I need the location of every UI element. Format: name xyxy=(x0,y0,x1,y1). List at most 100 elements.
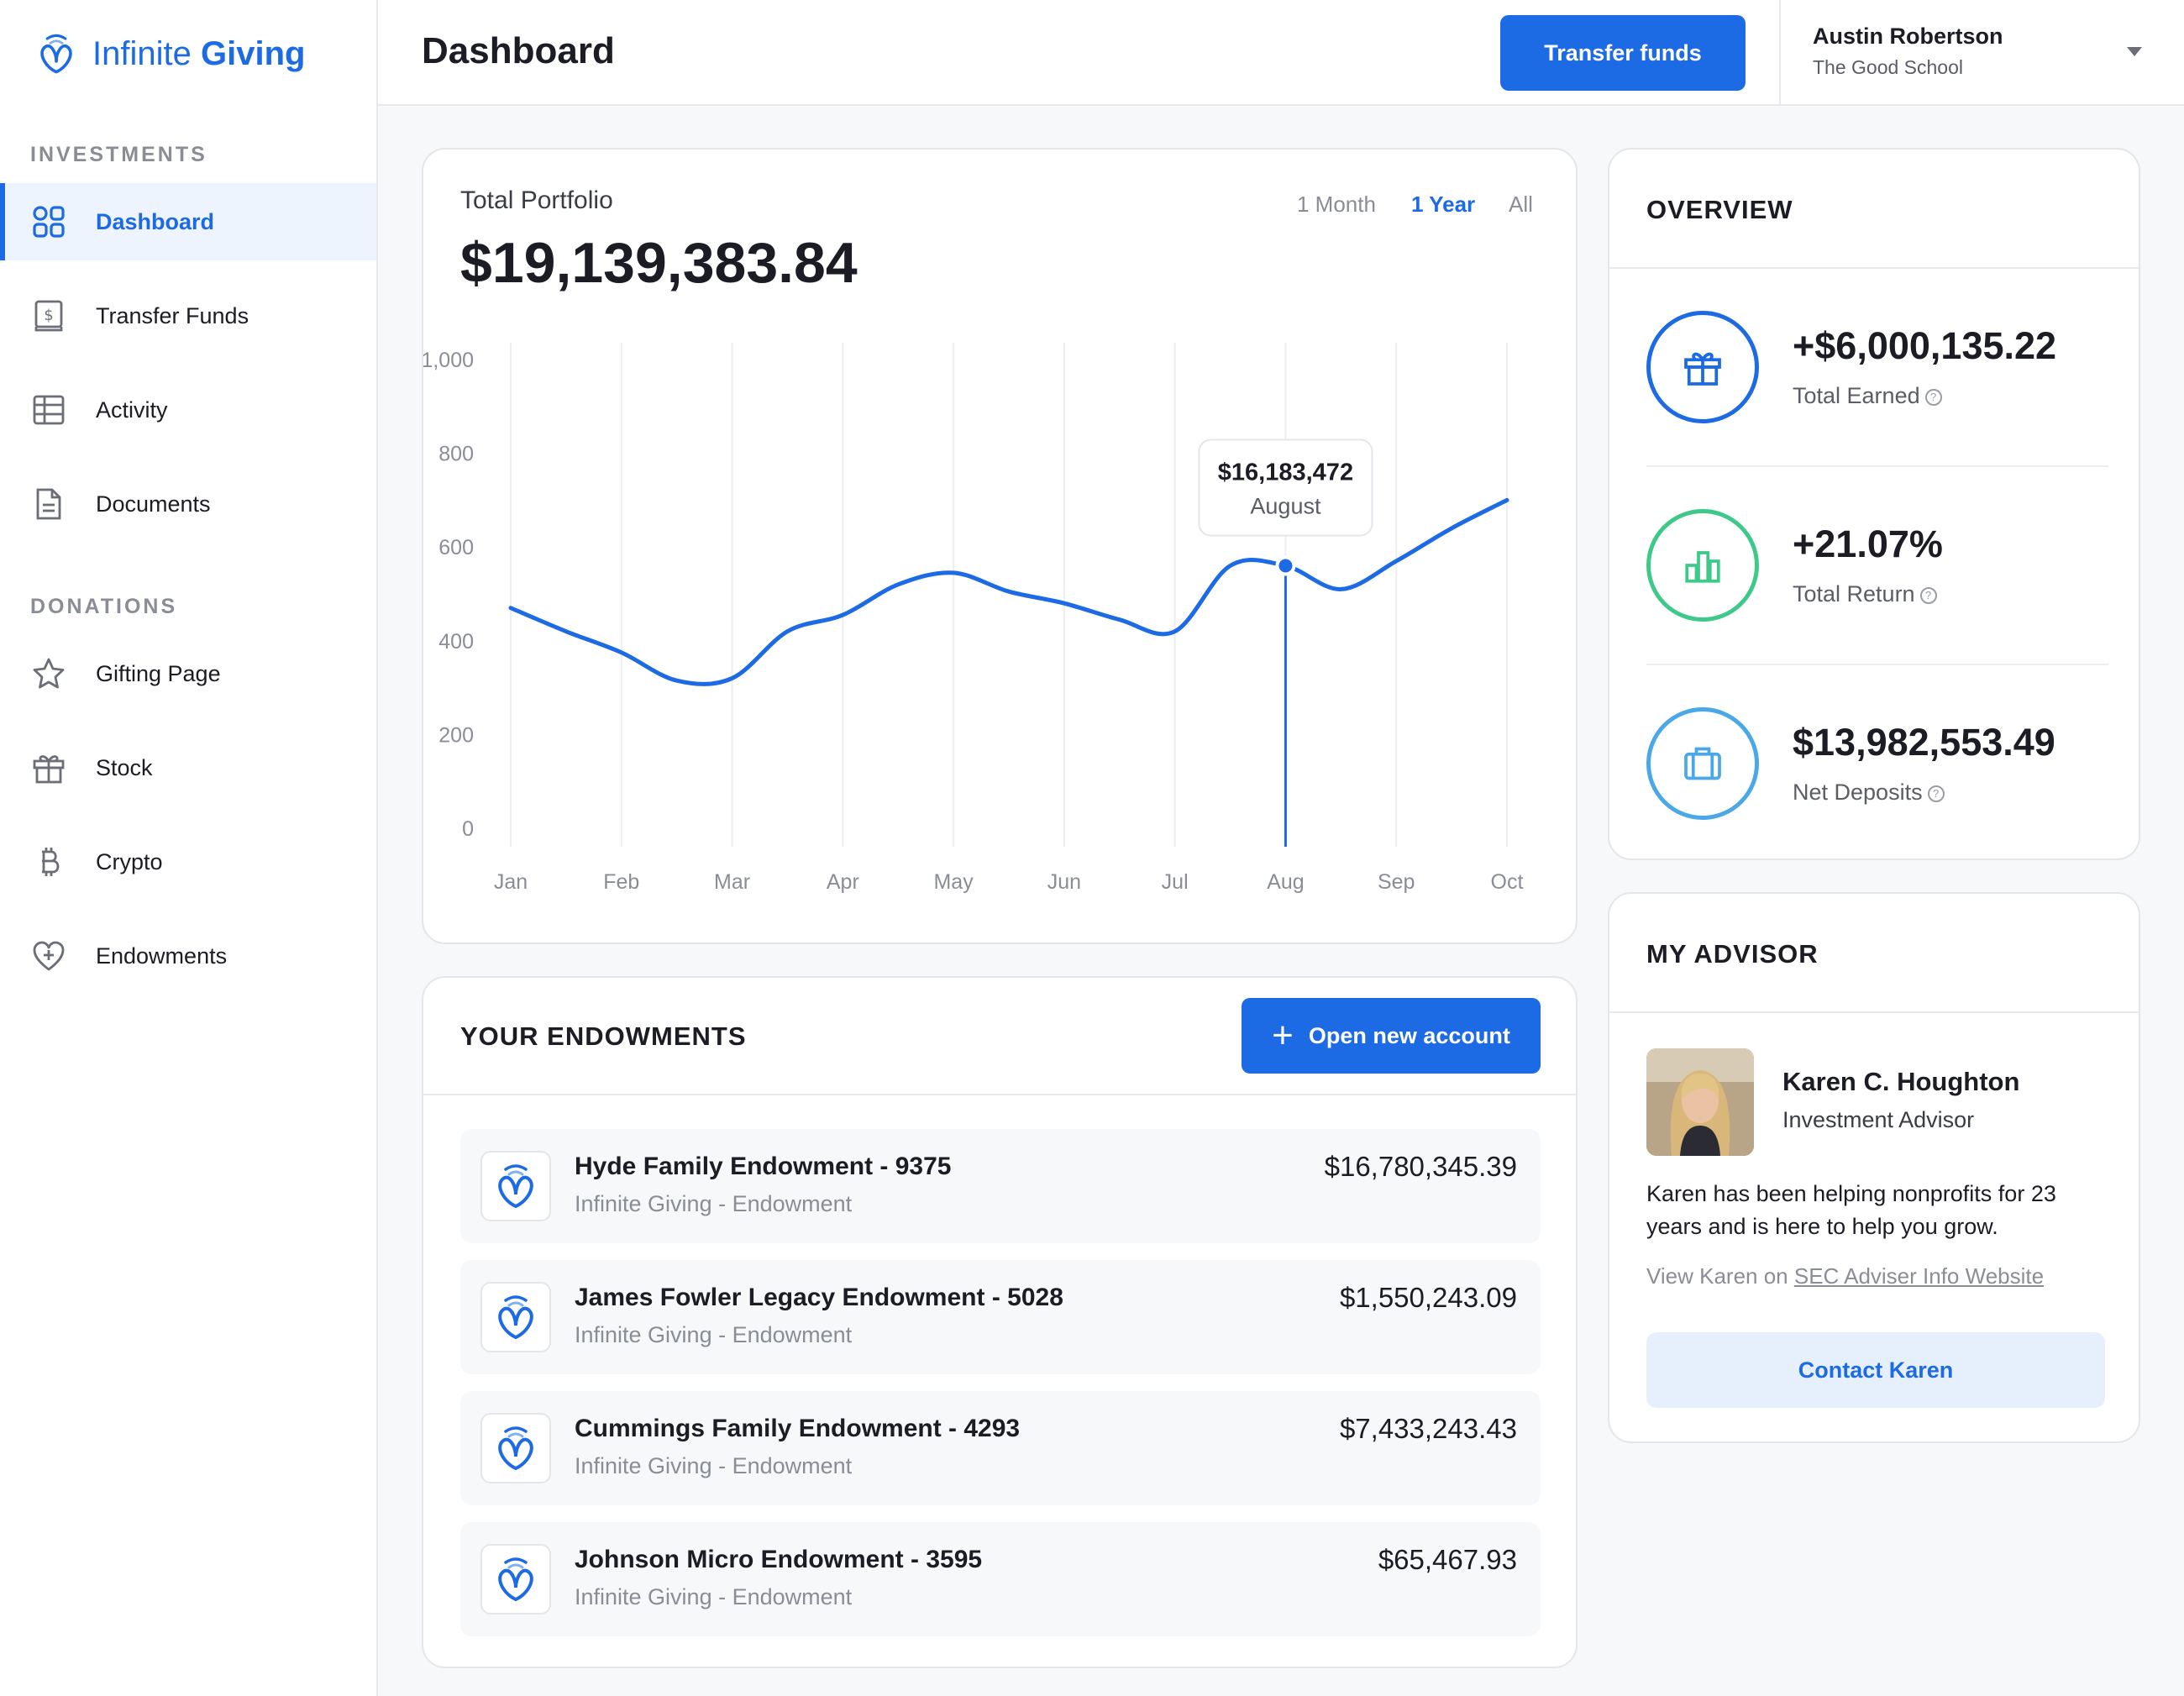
y-tick-label: 800 xyxy=(438,443,474,466)
sidebar-item-label: Stock xyxy=(96,754,153,780)
open-new-account-button[interactable]: + Open new account xyxy=(1242,998,1541,1074)
overview-item-total-earned: +$6,000,135.22 Total Earned? xyxy=(1646,311,2108,428)
page-title: Dashboard xyxy=(422,30,615,71)
x-tick-label: Mar xyxy=(714,870,750,894)
endowment-row[interactable]: Cummings Family Endowment - 4293 Infinit… xyxy=(460,1391,1541,1505)
overview-card: OVERVIEW +$6,000,135.22 Total Earned? +2… xyxy=(1608,148,2140,860)
portfolio-card: Total Portfolio $19,139,383.84 1 Month 1… xyxy=(422,148,1578,944)
x-tick-label: Sep xyxy=(1378,870,1415,894)
transfer-funds-button[interactable]: Transfer funds xyxy=(1500,15,1746,91)
chart-tooltip: $16,183,472 August xyxy=(1198,438,1373,537)
portfolio-value: $19,139,383.84 xyxy=(460,231,858,295)
advisor-name: Karen C. Houghton xyxy=(1782,1067,2020,1096)
user-menu[interactable]: Austin Robertson The Good School xyxy=(1813,24,2003,79)
help-icon[interactable]: ? xyxy=(1919,586,1937,604)
sidebar-item-dashboard[interactable]: Dashboard xyxy=(0,183,376,260)
infinite-giving-logo-icon xyxy=(498,1295,533,1340)
endowment-row[interactable]: Hyde Family Endowment - 9375 Infinite Gi… xyxy=(460,1129,1541,1243)
advisor-sec-line: View Karen on SEC Adviser Info Website xyxy=(1646,1263,2045,1289)
user-organization: The Good School xyxy=(1813,56,1964,78)
x-tick-label: Jun xyxy=(1047,870,1081,894)
briefcase-icon xyxy=(1646,707,1759,820)
bar-chart-icon xyxy=(1646,509,1759,622)
endowment-row[interactable]: Johnson Micro Endowment - 3595 Infinite … xyxy=(460,1522,1541,1636)
gift-icon xyxy=(30,749,67,786)
range-all[interactable]: All xyxy=(1509,192,1533,217)
endowment-subtitle: Infinite Giving - Endowment xyxy=(575,1453,853,1478)
advisor-card: MY ADVISOR Karen C. Houghton Investment … xyxy=(1608,892,2140,1443)
overview-separator xyxy=(1646,664,2108,665)
y-tick-label: 1,000 xyxy=(423,349,474,372)
highlight-point[interactable] xyxy=(1275,555,1296,576)
overview-separator xyxy=(1646,465,2108,467)
advisor-avatar xyxy=(1646,1048,1754,1156)
sidebar-item-crypto[interactable]: Crypto xyxy=(0,823,376,901)
top-header: Dashboard Transfer funds Austin Robertso… xyxy=(378,0,2184,106)
sec-adviser-info-link[interactable]: SEC Adviser Info Website xyxy=(1793,1263,2045,1289)
overview-item-total-return: +21.07% Total Return? xyxy=(1646,509,2108,627)
endowment-row[interactable]: James Fowler Legacy Endowment - 5028 Inf… xyxy=(460,1260,1541,1374)
sidebar-item-label: Transfer Funds xyxy=(96,302,249,328)
sidebar-item-label: Documents xyxy=(96,491,211,517)
endowments-card: YOUR ENDOWMENTS + Open new account Hyde … xyxy=(422,976,1578,1668)
overview-value: +21.07% xyxy=(1793,522,1943,565)
endowment-name: Johnson Micro Endowment - 3595 xyxy=(575,1546,983,1573)
endowment-subtitle: Infinite Giving - Endowment xyxy=(575,1584,853,1609)
bitcoin-icon xyxy=(30,843,67,880)
table-icon xyxy=(30,391,67,428)
endowment-name: Cummings Family Endowment - 4293 xyxy=(575,1415,1021,1442)
sidebar-item-gifting-page[interactable]: Gifting Page xyxy=(0,635,376,712)
document-icon xyxy=(30,486,67,522)
endowment-amount: $16,780,345.39 xyxy=(1324,1151,1517,1182)
y-tick-label: 0 xyxy=(462,817,474,841)
open-new-account-label: Open new account xyxy=(1308,1022,1510,1048)
endowment-name: James Fowler Legacy Endowment - 5028 xyxy=(575,1284,1063,1311)
overview-label: Total Earned? xyxy=(1793,383,1942,409)
plus-icon: + xyxy=(1272,1015,1294,1056)
portfolio-series-line xyxy=(508,497,1509,686)
sidebar-item-documents[interactable]: Documents xyxy=(0,465,376,543)
user-name: Austin Robertson xyxy=(1813,24,2003,49)
infinite-giving-logo-icon xyxy=(498,1557,533,1602)
sidebar-item-endowments[interactable]: Endowments xyxy=(0,917,376,995)
help-icon[interactable]: ? xyxy=(1927,785,1945,802)
endowments-title: YOUR ENDOWMENTS xyxy=(460,1021,747,1051)
sidebar-item-activity[interactable]: Activity xyxy=(0,371,376,449)
endowment-logo xyxy=(480,1544,551,1615)
dollar-doc-icon: $ xyxy=(30,297,67,334)
x-tick-label: Jan xyxy=(494,870,528,894)
help-icon[interactable]: ? xyxy=(1924,388,1942,406)
overview-title: OVERVIEW xyxy=(1646,195,1793,224)
sidebar: Infinite Giving INVESTMENTS Dashboard $ … xyxy=(0,0,378,1696)
endowment-name: Hyde Family Endowment - 9375 xyxy=(575,1153,952,1180)
sidebar-item-label: Activity xyxy=(96,396,168,423)
endowment-logo xyxy=(480,1413,551,1483)
infinite-giving-logo-icon xyxy=(40,34,72,74)
brand-logo[interactable]: Infinite Giving xyxy=(34,29,305,79)
sidebar-item-label: Gifting Page xyxy=(96,660,221,686)
card-divider xyxy=(423,1094,1576,1095)
chevron-down-icon[interactable] xyxy=(2127,47,2142,56)
heart-plus-icon xyxy=(30,937,67,974)
svg-text:$: $ xyxy=(44,307,53,324)
range-1-year[interactable]: 1 Year xyxy=(1411,192,1476,217)
y-tick-label: 600 xyxy=(438,536,474,559)
x-tick-label: Feb xyxy=(603,870,639,894)
advisor-bio: Karen has been helping nonprofits for 23… xyxy=(1646,1181,2056,1239)
range-1-month[interactable]: 1 Month xyxy=(1297,192,1376,217)
sidebar-item-label: Endowments xyxy=(96,943,228,969)
sidebar-item-stock[interactable]: Stock xyxy=(0,729,376,806)
sidebar-item-transfer-funds[interactable]: $ Transfer Funds xyxy=(0,277,376,354)
header-divider xyxy=(1779,0,1781,106)
portfolio-line-chart: 0 200 400 600 800 1,000 Jan Feb Mar Apr May Jun Jul… xyxy=(423,343,1523,894)
brand-name: Infinite Giving xyxy=(92,34,306,72)
y-tick-label: 200 xyxy=(438,723,474,747)
endowment-amount: $1,550,243.09 xyxy=(1339,1282,1517,1313)
advisor-role: Investment Advisor xyxy=(1782,1107,1975,1132)
contact-advisor-button[interactable]: Contact Karen xyxy=(1646,1332,2105,1408)
tooltip-value: $16,183,472 xyxy=(1218,459,1353,486)
card-divider xyxy=(1609,267,2139,269)
endowment-amount: $65,467.93 xyxy=(1378,1544,1517,1575)
star-icon xyxy=(30,655,67,692)
endowment-amount: $7,433,243.43 xyxy=(1339,1413,1517,1444)
